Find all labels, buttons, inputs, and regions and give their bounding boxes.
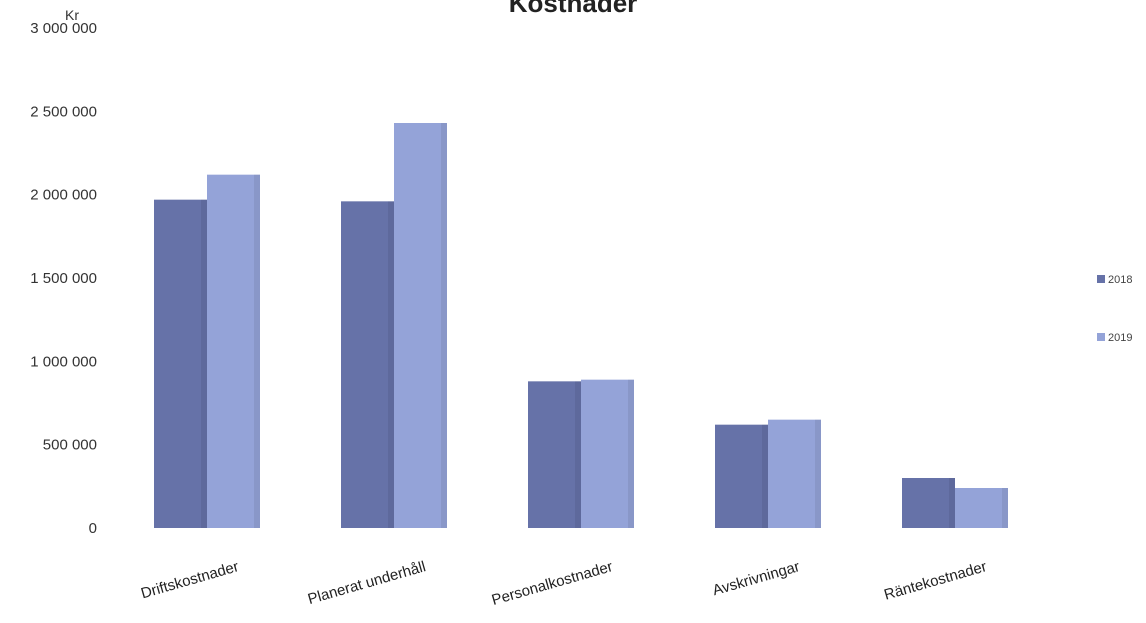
y-tick-label: 2 000 000	[30, 187, 97, 204]
y-tick-label: 1 000 000	[30, 353, 97, 370]
bar-shade	[201, 200, 207, 528]
bar-2018-3	[528, 381, 581, 528]
bar-shade	[441, 123, 447, 528]
x-tick-label: Avskrivningar	[711, 558, 802, 599]
x-axis: Driftskostnader Planerat underhåll Persona…	[139, 558, 989, 609]
bar-2019-3	[581, 380, 634, 528]
bar-shade	[1002, 488, 1008, 528]
bar-2018-2	[341, 201, 394, 528]
bar-2019-2	[394, 123, 447, 528]
legend-label: 2019	[1108, 332, 1132, 344]
y-tick-label: 2 500 000	[30, 103, 97, 120]
legend: 2018 2019	[1097, 274, 1132, 344]
y-tick-label: 3 000 000	[30, 20, 97, 37]
bar-2019-1	[207, 175, 260, 528]
bar-2018-4	[715, 425, 768, 528]
bar-2018-1	[154, 200, 207, 528]
bar-2019-5	[955, 488, 1008, 528]
x-tick-label: Räntekostnader	[882, 558, 988, 604]
bar-shade	[762, 425, 768, 528]
y-tick-label: 500 000	[43, 437, 97, 454]
bar-shade	[575, 381, 581, 528]
bar-2018-5	[902, 478, 955, 528]
y-tick-label: 1 500 000	[30, 270, 97, 287]
bars-group	[154, 123, 1008, 528]
bar-2019-4	[768, 420, 821, 528]
bar-shade	[254, 175, 260, 528]
bar-shade	[388, 201, 394, 528]
x-tick-label: Driftskostnader	[139, 558, 241, 602]
y-tick-label: 0	[89, 520, 97, 537]
x-tick-label: Personalkostnader	[490, 558, 615, 609]
x-tick-label: Planerat underhåll	[306, 558, 428, 608]
legend-swatch	[1097, 275, 1105, 283]
bar-shade	[949, 478, 955, 528]
bar-shade	[815, 420, 821, 528]
legend-swatch	[1097, 333, 1105, 341]
legend-label: 2018	[1108, 274, 1132, 286]
y-axis: 0 500 000 1 000 000 1 500 000 2 000 000 2 500…	[30, 20, 97, 537]
chart-title: Kostnader	[509, 0, 638, 18]
bar-shade	[628, 380, 634, 528]
